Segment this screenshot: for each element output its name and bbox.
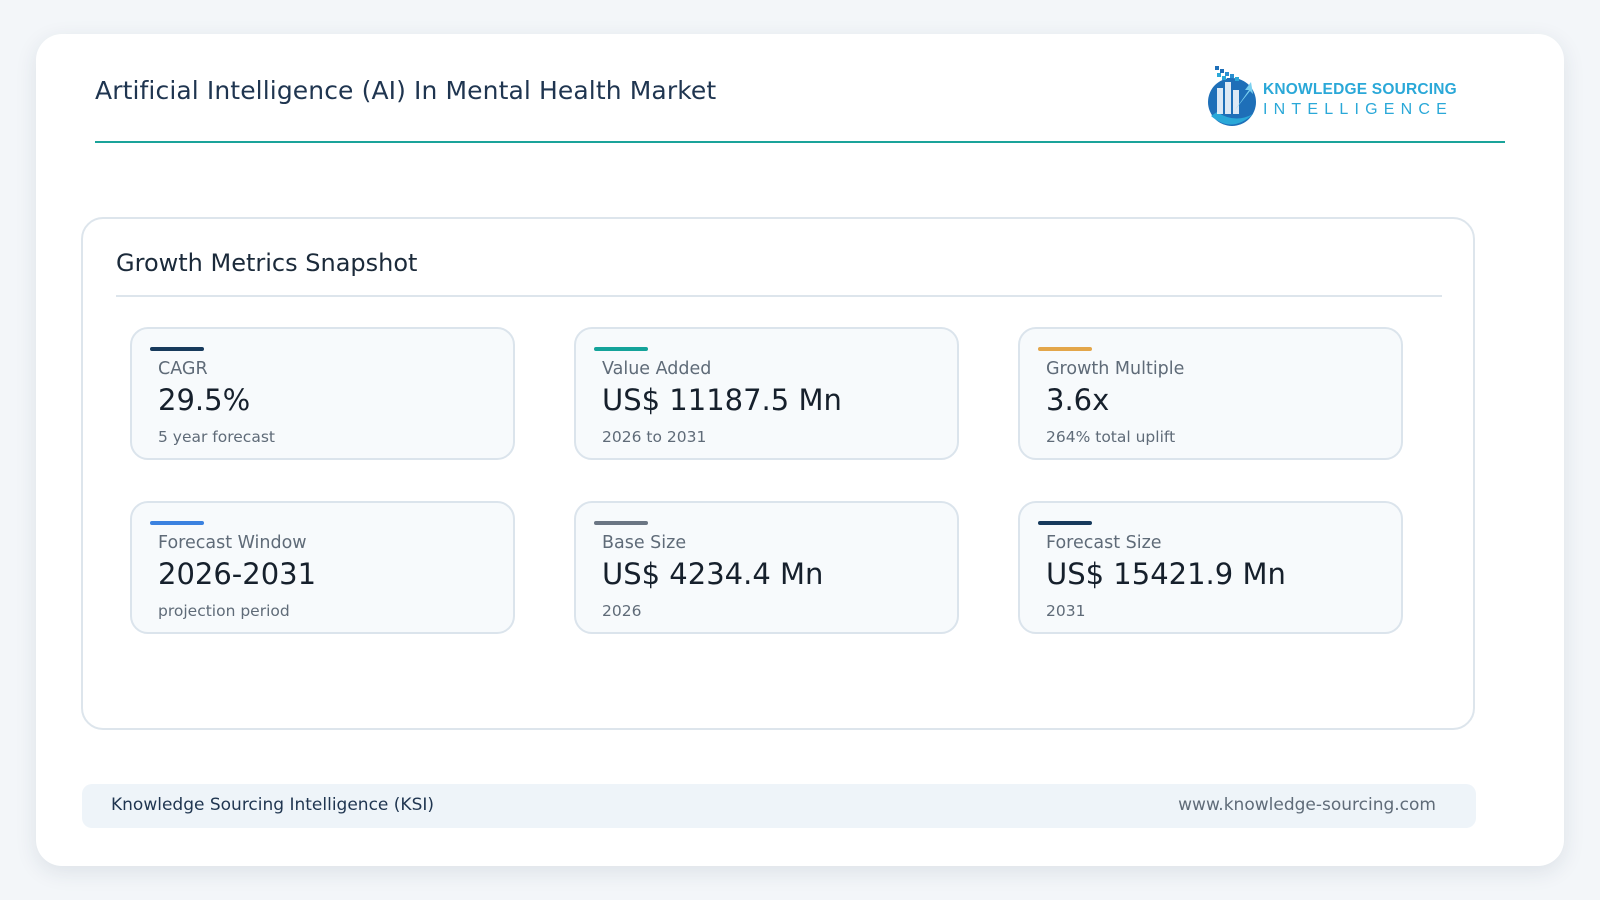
main-frame: Artificial Intelligence (AI) In Mental H… <box>36 34 1564 866</box>
metric-value: 2026-2031 <box>158 557 317 591</box>
ksi-logo-icon <box>1208 66 1256 126</box>
metric-label: Value Added <box>602 359 712 379</box>
metric-sub: 2026 <box>602 602 642 620</box>
logo-text-line2: INTELLIGENCE <box>1263 101 1453 118</box>
metric-label: CAGR <box>158 359 208 379</box>
card-accent-bar <box>150 521 204 525</box>
metric-sub: projection period <box>158 602 290 620</box>
page-header: Artificial Intelligence (AI) In Mental H… <box>95 34 1505 143</box>
metric-card-cagr: CAGR 29.5% 5 year forecast <box>130 327 515 460</box>
footer-website-link[interactable]: www.knowledge-sourcing.com <box>1178 795 1436 815</box>
metric-value: 3.6x <box>1046 383 1110 417</box>
metric-value: US$ 4234.4 Mn <box>602 557 824 591</box>
metric-card-forecast-size: Forecast Size US$ 15421.9 Mn 2031 <box>1018 501 1403 634</box>
metric-label: Forecast Size <box>1046 533 1162 553</box>
panel-title: Growth Metrics Snapshot <box>116 249 418 277</box>
card-accent-bar <box>1038 521 1092 525</box>
ksi-logo[interactable]: KNOWLEDGE SOURCING INTELLIGENCE <box>1205 60 1465 130</box>
metric-sub: 264% total uplift <box>1046 428 1176 446</box>
card-accent-bar <box>1038 347 1092 351</box>
metric-card-value-added: Value Added US$ 11187.5 Mn 2026 to 2031 <box>574 327 959 460</box>
metric-card-forecast-window: Forecast Window 2026-2031 projection per… <box>130 501 515 634</box>
metric-card-growth-multiple: Growth Multiple 3.6x 264% total uplift <box>1018 327 1403 460</box>
metric-value: US$ 15421.9 Mn <box>1046 557 1286 591</box>
metric-card-base-size: Base Size US$ 4234.4 Mn 2026 <box>574 501 959 634</box>
metric-label: Base Size <box>602 533 687 553</box>
metric-label: Growth Multiple <box>1046 359 1185 379</box>
panel-divider <box>116 295 1442 297</box>
footer-company-name: Knowledge Sourcing Intelligence (KSI) <box>111 795 435 815</box>
growth-metrics-panel: Growth Metrics Snapshot CAGR 29.5% 5 yea… <box>81 217 1475 730</box>
page-footer: Knowledge Sourcing Intelligence (KSI) ww… <box>82 784 1476 828</box>
metric-sub: 2026 to 2031 <box>602 428 707 446</box>
metric-sub: 5 year forecast <box>158 428 275 446</box>
page-title: Artificial Intelligence (AI) In Mental H… <box>95 76 717 105</box>
metric-sub: 2031 <box>1046 602 1086 620</box>
card-accent-bar <box>150 347 204 351</box>
metric-value: US$ 11187.5 Mn <box>602 383 842 417</box>
metric-label: Forecast Window <box>158 533 307 553</box>
metric-value: 29.5% <box>158 383 251 417</box>
logo-text-line1: KNOWLEDGE SOURCING <box>1263 81 1457 98</box>
card-accent-bar <box>594 521 648 525</box>
card-accent-bar <box>594 347 648 351</box>
